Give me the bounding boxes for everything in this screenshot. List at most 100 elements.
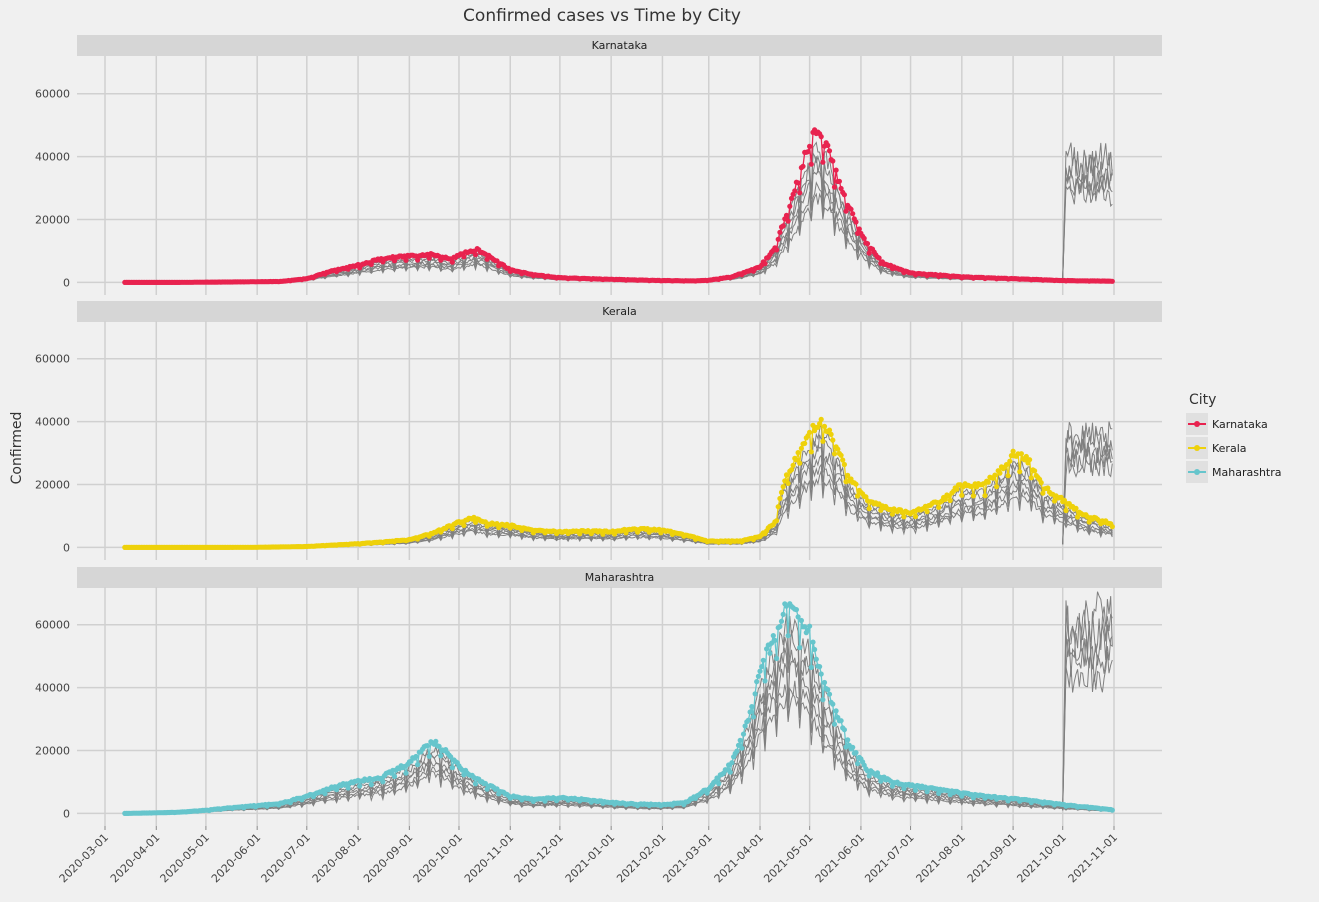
data-point xyxy=(818,671,824,677)
background-trace xyxy=(1062,605,1113,811)
x-tick-label: 2021-04-01 xyxy=(712,831,766,885)
data-point xyxy=(818,134,824,140)
background-trace xyxy=(124,170,1113,283)
data-point xyxy=(757,668,763,674)
legend-point xyxy=(1194,469,1200,475)
data-point xyxy=(778,489,785,495)
x-tick-label: 2021-05-01 xyxy=(761,831,815,885)
data-point xyxy=(1058,494,1064,500)
y-tick-label: 0 xyxy=(63,276,70,289)
facet-label: Maharashtra xyxy=(585,571,655,584)
data-point xyxy=(985,479,991,485)
data-point xyxy=(747,709,753,715)
data-point xyxy=(783,212,790,218)
data-point xyxy=(745,717,752,723)
data-point xyxy=(774,518,780,524)
legend-item: Maharashtra xyxy=(1186,460,1311,484)
data-point xyxy=(795,180,801,186)
data-point xyxy=(767,650,773,656)
x-tick-label: 2021-10-01 xyxy=(1014,831,1068,885)
data-point xyxy=(403,257,409,263)
background-trace xyxy=(1062,651,1113,811)
background-trace xyxy=(1062,142,1113,280)
background-trace xyxy=(1062,430,1113,545)
data-point xyxy=(813,656,819,662)
facet-strip xyxy=(77,301,1162,322)
legend: City Karnataka Kerala Maharashtra xyxy=(1186,392,1311,484)
data-point xyxy=(831,721,838,727)
background-trace xyxy=(124,141,1113,283)
x-tick-label: 2020-09-01 xyxy=(361,831,415,885)
legend-items: Karnataka Kerala Maharashtra xyxy=(1186,412,1311,484)
data-point xyxy=(818,416,824,422)
data-point xyxy=(853,481,859,487)
data-point xyxy=(448,754,454,760)
y-tick-label: 40000 xyxy=(35,416,70,429)
facet-strip xyxy=(77,567,1162,588)
x-tick-label: 2020-04-01 xyxy=(108,831,162,885)
background-trace xyxy=(1062,179,1113,280)
x-tick-label: 2021-01-01 xyxy=(563,831,617,885)
legend-item: Karnataka xyxy=(1186,412,1311,436)
data-point xyxy=(850,744,856,750)
data-point xyxy=(1045,485,1051,491)
data-point xyxy=(1028,475,1034,481)
data-point xyxy=(1003,462,1010,468)
data-point xyxy=(1061,497,1067,503)
x-tick-label: 2020-11-01 xyxy=(462,831,516,885)
background-trace xyxy=(124,660,1113,814)
data-point xyxy=(866,506,872,512)
data-point xyxy=(820,697,826,703)
data-point xyxy=(322,791,328,797)
data-point xyxy=(1023,453,1029,460)
data-point xyxy=(739,745,745,751)
data-point xyxy=(426,753,432,759)
data-point xyxy=(798,617,805,624)
data-point xyxy=(755,673,762,679)
data-point xyxy=(461,254,467,260)
facet-strip xyxy=(77,35,1162,56)
data-point xyxy=(775,504,781,510)
data-point xyxy=(810,639,816,645)
data-point xyxy=(830,158,836,164)
x-tick-label: 2020-07-01 xyxy=(259,831,313,885)
data-point xyxy=(1109,807,1115,813)
series-line xyxy=(124,128,1113,284)
background-trace xyxy=(124,629,1113,814)
data-point xyxy=(912,787,919,793)
x-tick-label: 2020-08-01 xyxy=(310,831,364,885)
legend-key xyxy=(1186,461,1208,483)
data-point xyxy=(838,452,844,458)
data-point xyxy=(345,785,351,791)
data-point xyxy=(798,445,805,451)
data-point xyxy=(855,761,861,767)
data-point xyxy=(861,235,867,241)
x-tick-label: 2020-03-01 xyxy=(57,831,111,885)
data-point xyxy=(828,431,834,437)
data-point xyxy=(866,250,872,256)
y-tick-label: 40000 xyxy=(35,682,70,695)
data-point xyxy=(357,783,363,789)
data-point xyxy=(1063,507,1069,514)
data-point xyxy=(770,633,776,639)
data-point xyxy=(825,687,831,693)
data-point xyxy=(740,731,747,737)
data-point xyxy=(807,623,813,629)
data-point xyxy=(449,526,455,532)
data-point xyxy=(845,472,851,478)
data-point xyxy=(413,753,419,760)
data-point xyxy=(774,247,780,253)
data-point xyxy=(1010,448,1016,454)
data-point xyxy=(391,773,398,780)
data-point xyxy=(759,664,765,670)
facet-label: Karnataka xyxy=(592,39,648,52)
x-tick-label: 2020-05-01 xyxy=(158,831,212,885)
data-point xyxy=(793,607,800,613)
facet-label: Kerala xyxy=(602,305,637,318)
data-point xyxy=(820,159,826,165)
chart-title: Confirmed cases vs Time by City xyxy=(463,6,741,26)
legend-key xyxy=(1186,413,1208,435)
data-point xyxy=(775,236,781,242)
data-point xyxy=(760,657,766,663)
data-point xyxy=(856,226,862,232)
